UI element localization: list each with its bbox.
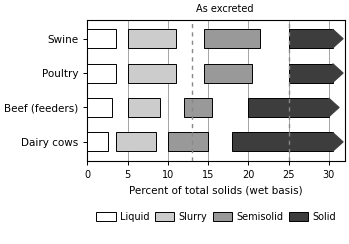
X-axis label: Percent of total solids (wet basis): Percent of total solids (wet basis): [129, 185, 303, 195]
Polygon shape: [333, 29, 343, 48]
Bar: [88, 132, 107, 151]
Bar: [232, 132, 333, 151]
Polygon shape: [333, 64, 343, 82]
Bar: [88, 29, 116, 48]
Bar: [248, 98, 329, 117]
Bar: [204, 64, 252, 82]
Bar: [128, 64, 176, 82]
Bar: [184, 98, 212, 117]
Bar: [88, 98, 112, 117]
Text: As excreted: As excreted: [196, 4, 254, 14]
Bar: [289, 29, 333, 48]
Legend: Liquid, Slurry, Semisolid, Solid: Liquid, Slurry, Semisolid, Solid: [92, 208, 340, 226]
Polygon shape: [329, 98, 339, 117]
Bar: [116, 132, 156, 151]
Bar: [88, 64, 116, 82]
Bar: [128, 98, 160, 117]
Bar: [289, 64, 333, 82]
Bar: [128, 29, 176, 48]
Bar: [168, 132, 208, 151]
Polygon shape: [333, 132, 343, 151]
Bar: [204, 29, 260, 48]
